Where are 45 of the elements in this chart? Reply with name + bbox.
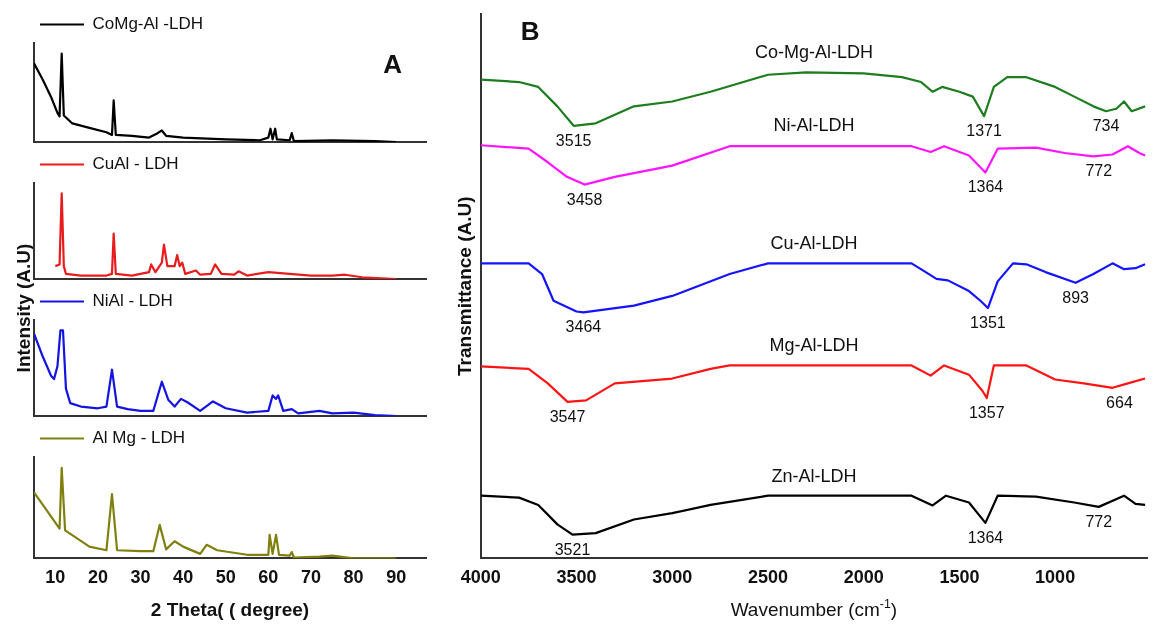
legend-label: NiAl - LDH [92, 291, 173, 311]
x-tick-label: 60 [258, 567, 279, 588]
series-label: Co-Mg-Al-LDH [754, 42, 873, 63]
x-tick-label: 20 [87, 567, 108, 588]
annotation: 772 [1085, 512, 1113, 530]
series-label: Ni-Al-LDH [773, 115, 855, 136]
x-tick-label: 1500 [939, 567, 980, 588]
y-axis-title: Intensity (A.U) [13, 243, 35, 373]
x-tick-label: 30 [130, 567, 151, 588]
x-tick-label: 4000 [460, 567, 501, 588]
series-label: Zn-Al-LDH [771, 465, 857, 486]
annotation: 1371 [966, 122, 1002, 140]
annotation: 1357 [968, 404, 1005, 421]
annotation: 734 [1092, 117, 1120, 135]
annotation: 1364 [967, 178, 1004, 196]
annotation: 1364 [967, 528, 1004, 546]
x-tick-label: 2500 [747, 567, 788, 588]
y-axis-title: Transmittance (A.U) [453, 196, 475, 376]
x-tick-label: 40 [173, 567, 194, 588]
x-tick-label: 10 [45, 567, 66, 588]
annotation: 3521 [554, 540, 591, 558]
x-tick-label: 1000 [1035, 567, 1076, 588]
x-tick-label: 90 [386, 567, 407, 588]
annotation: 664 [1106, 393, 1133, 411]
annotation: 1351 [970, 314, 1006, 332]
annotation: 772 [1085, 162, 1113, 180]
x-tick-label: 80 [343, 567, 364, 588]
legend-label: CoMg-Al -LDH [92, 14, 204, 34]
legend-label: CuAl - LDH [92, 154, 179, 174]
x-tick-label: 50 [215, 567, 236, 588]
legend-label: Al Mg - LDH [92, 428, 186, 448]
annotation: 3464 [565, 318, 602, 336]
annotation: 893 [1062, 288, 1090, 306]
x-tick-label: 3500 [556, 567, 597, 588]
x-tick-label: 2000 [843, 567, 884, 588]
annotation: 3515 [555, 131, 592, 149]
series-label: Cu-Al-LDH [770, 233, 858, 254]
x-axis-title: 2 Theta( ( degree) [150, 599, 310, 620]
x-tick-label: 70 [300, 567, 321, 588]
series-label: Mg-Al-LDH [769, 335, 859, 356]
x-tick-label: 3000 [652, 567, 693, 588]
annotation: 3547 [549, 407, 586, 425]
annotation: 3458 [566, 190, 603, 208]
chart-title: B [520, 16, 540, 46]
chart-title: A [383, 49, 403, 79]
